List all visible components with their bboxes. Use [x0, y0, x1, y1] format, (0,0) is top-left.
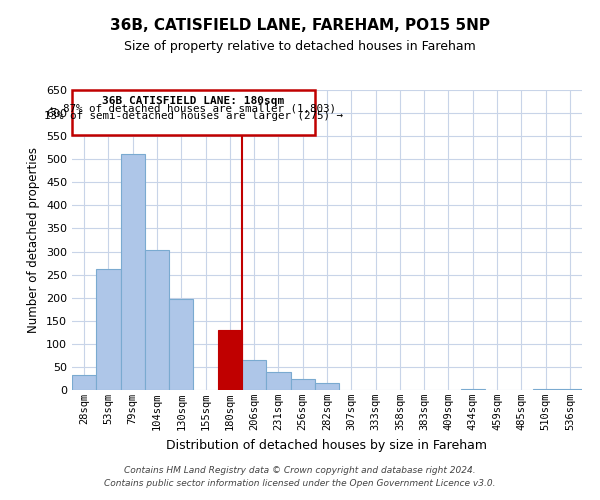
Text: Contains HM Land Registry data © Crown copyright and database right 2024.
Contai: Contains HM Land Registry data © Crown c… — [104, 466, 496, 487]
Bar — [290, 379, 315, 390]
Bar — [169, 298, 193, 390]
Bar — [461, 388, 485, 390]
Text: 36B, CATISFIELD LANE, FAREHAM, PO15 5NP: 36B, CATISFIELD LANE, FAREHAM, PO15 5NP — [110, 18, 490, 32]
Bar — [145, 250, 169, 390]
Bar — [533, 388, 558, 390]
Text: 13% of semi-detached houses are larger (275) →: 13% of semi-detached houses are larger (… — [44, 111, 343, 121]
Y-axis label: Number of detached properties: Number of detached properties — [28, 147, 40, 333]
Bar — [558, 388, 582, 390]
Bar — [242, 360, 266, 390]
Text: ← 87% of detached houses are smaller (1,803): ← 87% of detached houses are smaller (1,… — [50, 104, 337, 114]
Bar — [266, 372, 290, 390]
Text: 36B CATISFIELD LANE: 180sqm: 36B CATISFIELD LANE: 180sqm — [103, 96, 284, 106]
Text: Size of property relative to detached houses in Fareham: Size of property relative to detached ho… — [124, 40, 476, 53]
X-axis label: Distribution of detached houses by size in Fareham: Distribution of detached houses by size … — [167, 438, 487, 452]
FancyBboxPatch shape — [72, 90, 315, 135]
Bar — [218, 330, 242, 390]
Bar — [96, 268, 121, 390]
Bar — [72, 375, 96, 390]
Bar — [121, 154, 145, 390]
Bar — [315, 383, 339, 390]
